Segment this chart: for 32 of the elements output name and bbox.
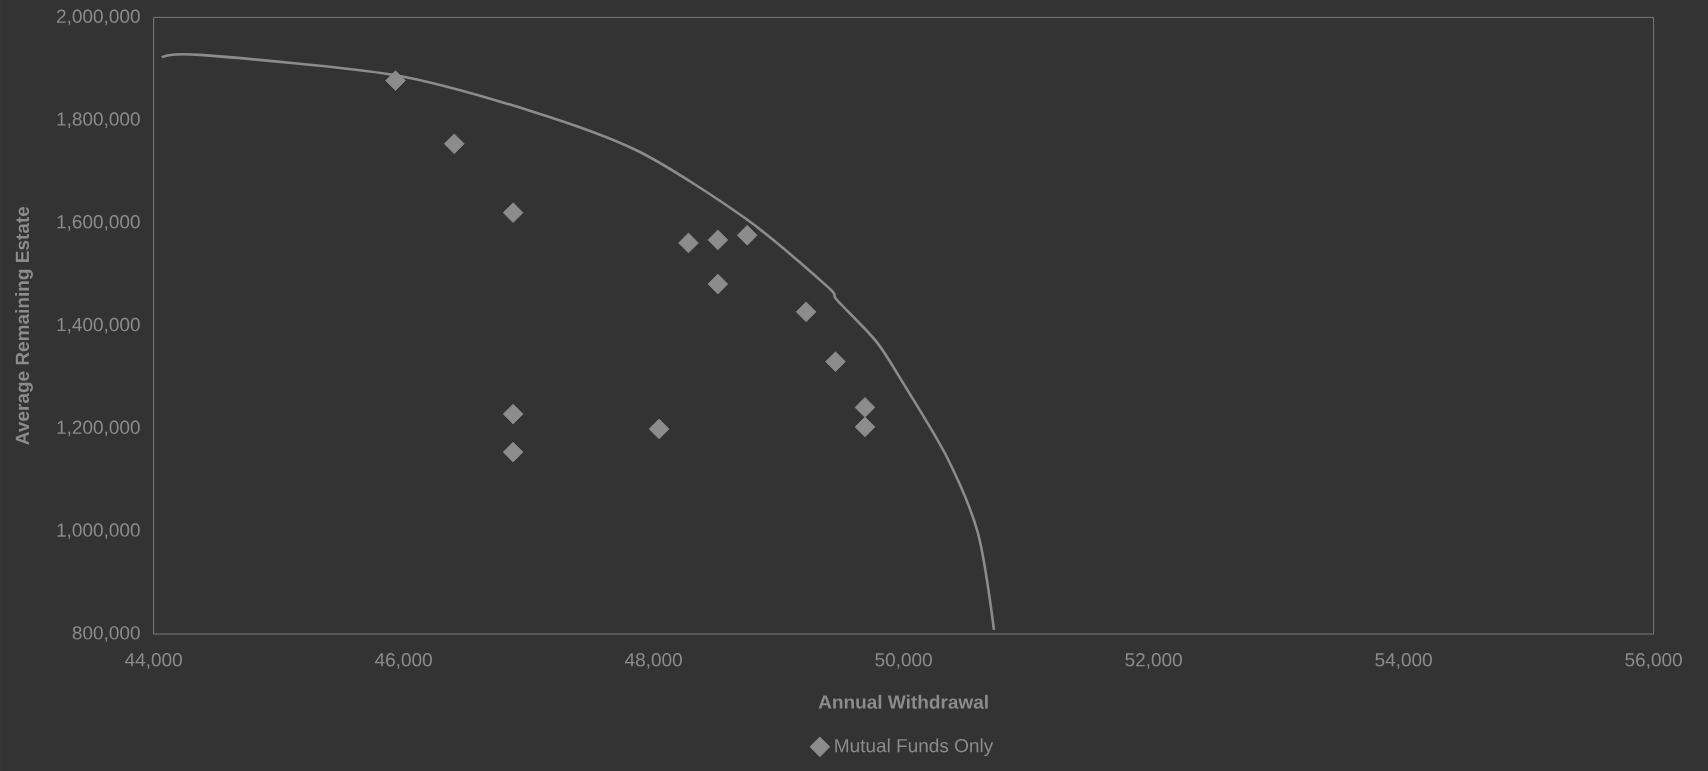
y-tick-label: 1,200,000 [57,420,140,437]
point [736,224,758,246]
point [678,232,699,254]
y-axis-title: Average Remaining Estate [15,206,33,445]
x-tick-label: 44,000 [125,653,182,669]
point [502,202,524,223]
x-tick-label: 46,000 [374,653,432,669]
y-tick-label: 1,000,000 [57,523,140,540]
point [707,229,729,251]
y-tick-label: 2,000,000 [56,9,140,26]
x-tick-label: 52,000 [1125,653,1182,669]
legend-label: Mutual Funds Only [835,738,994,757]
line-series [160,52,996,632]
y-tick-label: 1,600,000 [57,215,140,231]
y-tick-label: 1,800,000 [57,112,140,129]
point [648,418,670,440]
x-tick-label: 50,000 [875,653,932,669]
point [825,351,846,372]
x-tick-label: 56,000 [1625,653,1682,669]
y-tick-label: 800,000 [72,626,140,642]
x-tick-label: 54,000 [1375,653,1432,669]
point [502,441,524,463]
point [385,70,406,91]
x-tick-label: 48,000 [624,653,682,669]
point [707,273,729,295]
point [443,133,465,155]
point [854,397,876,418]
point [502,403,524,425]
x-axis-title: Annual Withdrawal [818,694,988,709]
point [795,301,817,323]
y-tick-label: 1,400,000 [57,317,140,334]
point [854,416,876,438]
